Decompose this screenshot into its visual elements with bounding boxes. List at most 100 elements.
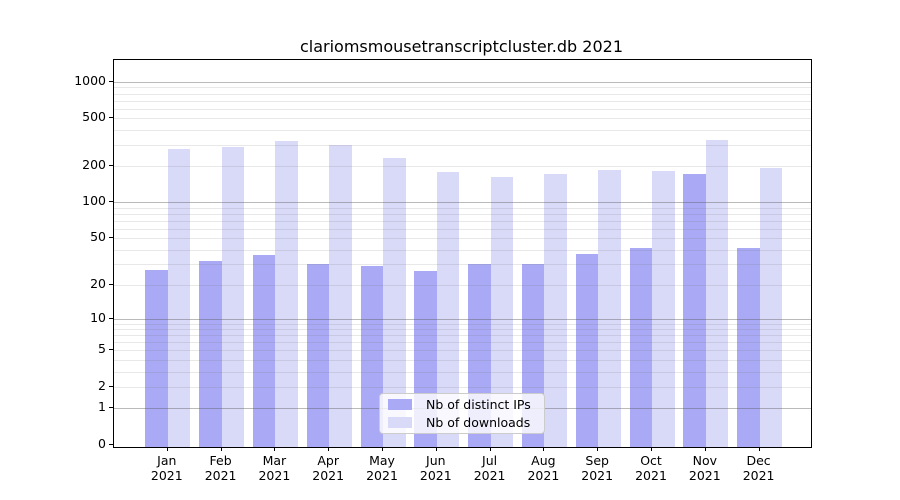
y-tick-label-20: 20 — [90, 275, 106, 291]
x-tick-label-may-2021: May 2021 — [350, 453, 414, 483]
x-tick-label-jun-2021: Jun 2021 — [404, 453, 468, 483]
x-tick-label-oct-2021: Oct 2021 — [619, 453, 683, 483]
gridline-major-1000 — [114, 81, 811, 83]
gridline-minor-700 — [114, 100, 811, 102]
x-tick-mark-may-2021 — [382, 447, 383, 451]
gridline-minor-90 — [114, 207, 811, 209]
bar-nb-of-distinct-ips-nov-2021 — [683, 173, 706, 447]
y-tick-label-0: 0 — [98, 435, 106, 451]
y-tick-label-5: 5 — [98, 341, 106, 357]
bar-nb-of-downloads-nov-2021 — [705, 140, 729, 447]
x-tick-mark-apr-2021 — [328, 447, 330, 451]
bar-nb-of-distinct-ips-dec-2021 — [737, 248, 760, 447]
gridline-major-10 — [114, 318, 811, 320]
x-tick-year-nov-2021: 2021 — [688, 468, 721, 483]
y-tick-label-50: 50 — [90, 229, 106, 245]
x-tick-mark-jan-2021 — [166, 447, 168, 451]
legend-entry-distinct-ips: Nb of distinct IPs — [388, 396, 544, 413]
x-tick-mark-mar-2021 — [274, 447, 276, 451]
x-tick-label-apr-2021: Apr 2021 — [296, 453, 360, 483]
gridline-minor-8 — [114, 329, 811, 331]
legend-label-downloads: Nb of downloads — [426, 414, 531, 430]
gridline-minor-600 — [114, 108, 811, 110]
y-tick-mark-1000 — [109, 80, 113, 82]
grid-layer — [114, 60, 811, 447]
bar-nb-of-downloads-jun-2021 — [436, 171, 460, 447]
y-tick-mark-200 — [109, 165, 113, 166]
x-tick-year-jul-2021: 2021 — [473, 468, 506, 483]
bar-nb-of-distinct-ips-sep-2021 — [575, 253, 599, 447]
y-tick-label-200: 200 — [82, 157, 106, 172]
chart-title: clariomsmousetranscriptcluster.db 2021 — [299, 37, 623, 56]
legend-swatch-distinct-ips — [388, 399, 412, 411]
legend-entry-downloads: Nb of downloads — [388, 414, 544, 431]
x-tick-year-feb-2021: 2021 — [204, 468, 237, 483]
bar-nb-of-downloads-jan-2021 — [167, 148, 191, 447]
bar-nb-of-downloads-dec-2021 — [759, 168, 783, 447]
gridline-minor-80 — [114, 213, 811, 215]
gridline-minor-300 — [114, 144, 811, 146]
x-tick-label-aug-2021: Aug 2021 — [511, 453, 575, 483]
gridline-minor-6 — [114, 342, 811, 344]
bar-nb-of-distinct-ips-mar-2021 — [252, 254, 276, 447]
x-tick-mark-jul-2021 — [489, 447, 491, 451]
x-tick-year-may-2021: 2021 — [366, 468, 398, 483]
plot-area — [113, 59, 812, 448]
x-tick-mark-dec-2021 — [758, 447, 760, 451]
y-tick-mark-1 — [109, 407, 113, 409]
bar-nb-of-downloads-apr-2021 — [329, 145, 352, 447]
x-tick-mark-sep-2021 — [597, 447, 599, 451]
legend-label-distinct-ips: Nb of distinct IPs — [426, 397, 531, 413]
gridline-minor-4 — [114, 360, 811, 361]
bar-nb-of-downloads-jul-2021 — [490, 176, 514, 447]
bar-nb-of-downloads-aug-2021 — [544, 173, 567, 447]
y-tick-mark-0 — [109, 443, 113, 445]
y-tick-mark-2 — [109, 385, 113, 387]
bar-nb-of-downloads-feb-2021 — [221, 147, 245, 447]
bar-nb-of-distinct-ips-jan-2021 — [145, 269, 168, 447]
x-tick-year-aug-2021: 2021 — [527, 468, 560, 483]
gridline-major-100 — [114, 202, 811, 204]
x-tick-year-oct-2021: 2021 — [635, 468, 667, 483]
x-tick-mark-jun-2021 — [435, 447, 437, 451]
bar-nb-of-downloads-sep-2021 — [598, 169, 621, 447]
gridline-minor-5 — [114, 350, 811, 352]
x-tick-label-jul-2021: Jul 2021 — [458, 453, 522, 483]
bar-nb-of-downloads-oct-2021 — [652, 171, 675, 447]
x-tick-year-mar-2021: 2021 — [258, 468, 291, 483]
gridline-minor-20 — [114, 284, 811, 286]
gridline-minor-50 — [114, 238, 811, 240]
bar-nb-of-distinct-ips-may-2021 — [360, 265, 383, 447]
gridline-minor-9 — [114, 323, 811, 325]
y-tick-label-500: 500 — [82, 109, 106, 125]
y-tick-label-1: 1 — [98, 399, 106, 415]
bar-nb-of-downloads-may-2021 — [383, 157, 406, 447]
y-tick-mark-50 — [109, 237, 113, 239]
y-tick-mark-20 — [109, 283, 113, 285]
gridline-minor-30 — [114, 264, 811, 266]
bar-nb-of-distinct-ips-feb-2021 — [199, 260, 222, 447]
gridline-minor-70 — [114, 220, 811, 222]
bar-nb-of-distinct-ips-apr-2021 — [306, 264, 330, 447]
x-tick-label-mar-2021: Mar 2021 — [242, 453, 306, 483]
x-tick-year-jan-2021: 2021 — [150, 468, 183, 483]
gridline-minor-200 — [114, 166, 811, 167]
gridline-minor-2 — [114, 386, 811, 388]
y-tick-mark-5 — [109, 349, 113, 351]
y-tick-mark-500 — [109, 117, 113, 119]
gridline-minor-900 — [114, 87, 811, 89]
gridline-minor-500 — [114, 118, 811, 120]
x-tick-year-jun-2021: 2021 — [419, 468, 452, 483]
bar-nb-of-downloads-mar-2021 — [275, 141, 298, 447]
legend-swatch-downloads — [388, 416, 412, 428]
gridline-minor-800 — [114, 93, 811, 95]
x-tick-mark-oct-2021 — [651, 447, 652, 451]
x-tick-mark-nov-2021 — [704, 447, 706, 451]
x-tick-year-dec-2021: 2021 — [742, 468, 775, 483]
x-tick-mark-feb-2021 — [220, 447, 222, 451]
y-tick-label-1000: 1000 — [74, 72, 106, 88]
bar-nb-of-distinct-ips-oct-2021 — [629, 248, 652, 447]
x-tick-year-apr-2021: 2021 — [312, 468, 345, 483]
gridline-minor-60 — [114, 228, 811, 230]
